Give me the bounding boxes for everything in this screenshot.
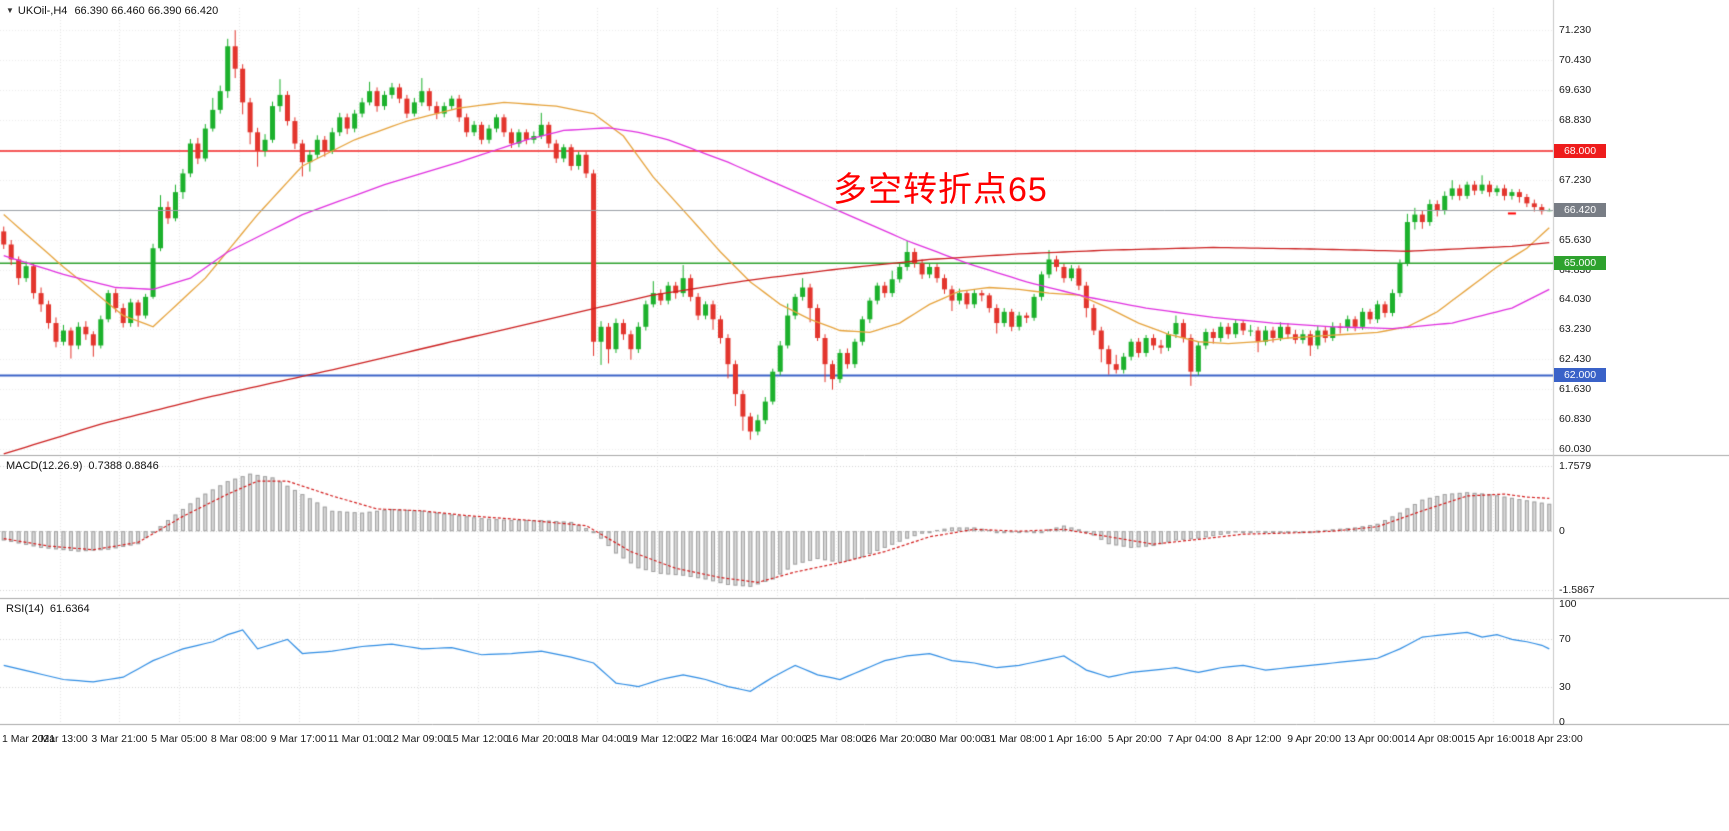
- time-axis-label: 18 Mar 04:00: [566, 733, 629, 745]
- symbol-dropdown-icon[interactable]: ▼: [6, 6, 14, 15]
- rsi-axis-label: 70: [1559, 633, 1571, 646]
- price-axis-label: 60.830: [1559, 413, 1592, 426]
- price-axis-label: 67.230: [1559, 173, 1592, 186]
- time-axis-label: 15 Mar 12:00: [446, 733, 509, 745]
- time-axis-label: 3 Mar 21:00: [91, 733, 148, 745]
- chart-header: ▼ UKOil-,H4 66.390 66.460 66.390 66.420: [6, 5, 218, 17]
- time-axis-label: 2 Mar 13:00: [31, 733, 88, 745]
- trend-annotation-text: 多空转折点65: [833, 171, 1048, 209]
- macd-axis-label: 0: [1559, 525, 1565, 538]
- price-axis-label: 63.230: [1559, 323, 1592, 336]
- price-axis-label: 60.030: [1559, 443, 1592, 456]
- rsi-axis-label: 30: [1559, 680, 1571, 693]
- time-axis-label: 26 Mar 20:00: [865, 733, 927, 745]
- macd-axis-label: -1.5867: [1559, 584, 1595, 597]
- ohlc-values: 66.390 66.460 66.390 66.420: [74, 5, 219, 17]
- price-axis-label: 70.430: [1559, 54, 1592, 67]
- time-axis-label: 13 Apr 00:00: [1344, 733, 1404, 745]
- price-axis-label: 65.630: [1559, 233, 1592, 246]
- time-axis-label: 31 Mar 08:00: [984, 733, 1047, 745]
- time-axis-label: 30 Mar 00:00: [924, 733, 987, 745]
- price-axis-label: 62.430: [1559, 353, 1592, 366]
- price-axis-label: 64.030: [1559, 293, 1592, 306]
- macd-values: 0.7388 0.8846: [88, 460, 159, 472]
- price-axis-label: 61.630: [1559, 383, 1592, 396]
- time-axis-label: 15 Apr 16:00: [1463, 733, 1524, 745]
- time-axis-label: 19 Mar 12:00: [626, 733, 688, 745]
- time-axis-label: 24 Mar 00:00: [745, 733, 808, 745]
- time-axis-label: 16 Mar 20:00: [506, 733, 569, 745]
- rsi-indicator-label: RSI(14): [6, 603, 44, 615]
- time-axis-label: 1 Mar 2021: [2, 733, 56, 745]
- price-level-badge: 68.000: [1554, 144, 1606, 158]
- time-axis-label: 14 Apr 08:00: [1403, 733, 1464, 745]
- time-axis-label: 1 Apr 16:00: [1048, 733, 1102, 745]
- rsi-axis-label: 100: [1559, 598, 1577, 610]
- rsi-axis-label: 0: [1559, 716, 1565, 728]
- time-axis-label: 8 Mar 08:00: [210, 733, 267, 745]
- price-axis-label: 69.630: [1559, 84, 1592, 97]
- price-axis-label: 68.830: [1559, 113, 1592, 126]
- time-axis-label: 25 Mar 08:00: [805, 733, 868, 745]
- macd-panel-title: MACD(12.26.9) 0.7388 0.8846: [6, 460, 159, 472]
- time-axis-label: 7 Apr 04:00: [1167, 733, 1222, 745]
- time-axis-label: 9 Apr 20:00: [1287, 733, 1341, 745]
- time-axis-label: 11 Mar 01:00: [327, 733, 389, 745]
- time-axis-label: 18 Apr 23:00: [1523, 733, 1583, 745]
- price-axis-label: 71.230: [1559, 24, 1592, 37]
- price-level-badge: 65.000: [1554, 256, 1606, 271]
- symbol-period-label: UKOil-,H4: [17, 5, 68, 17]
- time-axis-label: 22 Mar 16:00: [685, 733, 748, 745]
- time-axis-label: 12 Mar 09:00: [387, 733, 450, 745]
- price-level-badge: 62.000: [1554, 368, 1606, 383]
- rsi-value: 61.6364: [49, 603, 90, 615]
- time-axis-label: 8 Apr 12:00: [1227, 733, 1282, 745]
- time-axis-label: 5 Apr 20:00: [1108, 733, 1162, 745]
- macd-indicator-label: MACD(12.26.9): [6, 460, 83, 472]
- time-axis-label: 5 Mar 05:00: [151, 733, 208, 745]
- current-price-badge: 66.420: [1554, 203, 1606, 218]
- time-axis-label: 9 Mar 17:00: [270, 733, 327, 745]
- macd-axis-label: 1.7579: [1559, 459, 1592, 472]
- rsi-panel-title: RSI(14) 61.6364: [6, 603, 90, 615]
